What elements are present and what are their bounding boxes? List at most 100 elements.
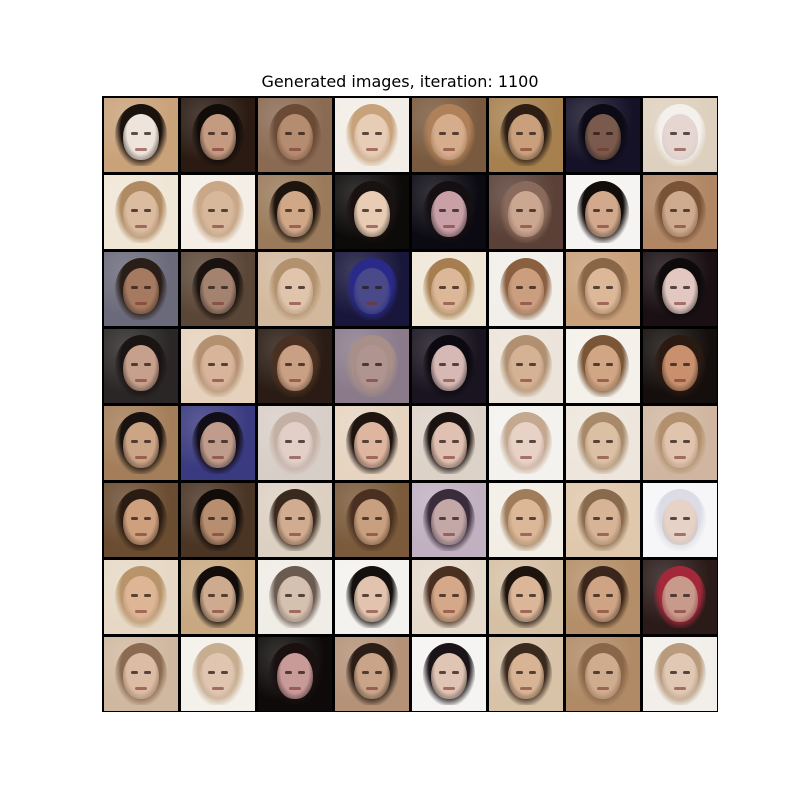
eye-mark <box>451 670 459 674</box>
eye-mark <box>605 362 613 366</box>
mouth-mark <box>442 609 455 613</box>
mouth-mark <box>211 532 224 536</box>
face-shape <box>430 190 467 237</box>
generated-image-tile <box>488 405 563 480</box>
generated-image-tile <box>257 97 332 172</box>
generated-image-tile <box>411 174 486 249</box>
eye-mark <box>297 131 305 135</box>
mouth-mark <box>442 147 455 151</box>
face-shape <box>353 575 390 622</box>
face-shape <box>430 421 467 468</box>
mouth-mark <box>288 455 301 459</box>
generated-image-tile <box>411 636 486 711</box>
generated-image-tile <box>334 482 409 557</box>
eye-mark <box>592 285 600 289</box>
generated-image-tile <box>257 174 332 249</box>
mouth-mark <box>596 532 609 536</box>
eye-mark <box>528 670 536 674</box>
generated-image-tile <box>565 251 640 326</box>
eye-mark <box>220 439 228 443</box>
eye-mark <box>130 285 138 289</box>
mouth-mark <box>211 224 224 228</box>
eye-mark <box>438 593 446 597</box>
eye-mark <box>297 439 305 443</box>
mouth-mark <box>442 378 455 382</box>
mouth-mark <box>673 609 686 613</box>
eye-mark <box>297 362 305 366</box>
face-shape <box>507 267 544 314</box>
eye-mark <box>528 593 536 597</box>
face-shape <box>584 267 621 314</box>
generated-image-tile <box>180 559 255 634</box>
eye-mark <box>374 670 382 674</box>
generated-image-tile <box>642 482 717 557</box>
generated-image-tile <box>565 405 640 480</box>
eye-mark <box>220 362 228 366</box>
mouth-mark <box>365 686 378 690</box>
eye-mark <box>284 362 292 366</box>
face-shape <box>430 344 467 391</box>
face-shape <box>122 652 159 699</box>
eye-mark <box>284 285 292 289</box>
eye-mark <box>592 208 600 212</box>
eye-mark <box>374 131 382 135</box>
face-shape <box>584 421 621 468</box>
eye-mark <box>438 131 446 135</box>
mouth-mark <box>596 224 609 228</box>
generated-image-tile <box>180 482 255 557</box>
face-shape <box>276 575 313 622</box>
face-shape <box>276 652 313 699</box>
face-shape <box>276 344 313 391</box>
generated-image-tile <box>411 251 486 326</box>
generated-image-tile <box>642 405 717 480</box>
face-shape <box>353 190 390 237</box>
eye-mark <box>605 439 613 443</box>
eye-mark <box>669 516 677 520</box>
eye-mark <box>207 516 215 520</box>
mouth-mark <box>288 686 301 690</box>
mouth-mark <box>134 686 147 690</box>
generated-image-tile <box>257 636 332 711</box>
mouth-mark <box>211 455 224 459</box>
generated-image-tile <box>103 482 178 557</box>
generated-image-tile <box>565 328 640 403</box>
eye-mark <box>682 670 690 674</box>
eye-mark <box>515 285 523 289</box>
eye-mark <box>528 516 536 520</box>
mouth-mark <box>134 455 147 459</box>
mouth-mark <box>134 147 147 151</box>
eye-mark <box>297 516 305 520</box>
eye-mark <box>605 593 613 597</box>
generated-image-tile <box>642 636 717 711</box>
mouth-mark <box>673 301 686 305</box>
generated-image-tile <box>411 405 486 480</box>
eye-mark <box>438 670 446 674</box>
eye-mark <box>207 131 215 135</box>
eye-mark <box>515 362 523 366</box>
eye-mark <box>130 516 138 520</box>
eye-mark <box>669 670 677 674</box>
generated-image-tile <box>411 559 486 634</box>
face-shape <box>661 421 698 468</box>
eye-mark <box>669 439 677 443</box>
face-shape <box>430 498 467 545</box>
mouth-mark <box>288 224 301 228</box>
mouth-mark <box>673 686 686 690</box>
generated-image-tile <box>334 251 409 326</box>
face-shape <box>430 113 467 160</box>
mouth-mark <box>519 147 532 151</box>
mouth-mark <box>596 378 609 382</box>
face-shape <box>276 267 313 314</box>
face-shape <box>199 344 236 391</box>
eye-mark <box>374 516 382 520</box>
eye-mark <box>207 362 215 366</box>
eye-mark <box>451 285 459 289</box>
eye-mark <box>297 670 305 674</box>
eye-mark <box>297 285 305 289</box>
eye-mark <box>592 131 600 135</box>
face-shape <box>584 498 621 545</box>
eye-mark <box>361 362 369 366</box>
face-shape <box>584 190 621 237</box>
generated-image-tile <box>334 636 409 711</box>
eye-mark <box>682 439 690 443</box>
